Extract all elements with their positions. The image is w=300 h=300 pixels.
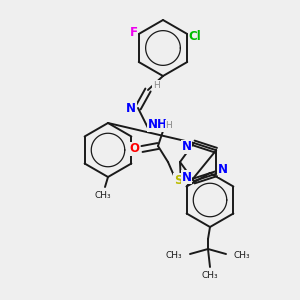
Text: N: N (218, 163, 228, 176)
Text: O: O (129, 142, 139, 155)
Text: H: H (166, 121, 172, 130)
Text: N: N (182, 140, 192, 154)
Text: F: F (130, 26, 138, 38)
Text: N: N (182, 170, 192, 184)
Text: N: N (126, 103, 136, 116)
Text: Cl: Cl (189, 29, 202, 43)
Text: CH₃: CH₃ (202, 271, 218, 280)
Text: H: H (153, 80, 159, 89)
Text: NH: NH (148, 118, 168, 131)
Text: CH₃: CH₃ (234, 251, 250, 260)
Text: S: S (174, 173, 182, 187)
Text: CH₃: CH₃ (165, 251, 182, 260)
Text: CH₃: CH₃ (95, 190, 111, 200)
